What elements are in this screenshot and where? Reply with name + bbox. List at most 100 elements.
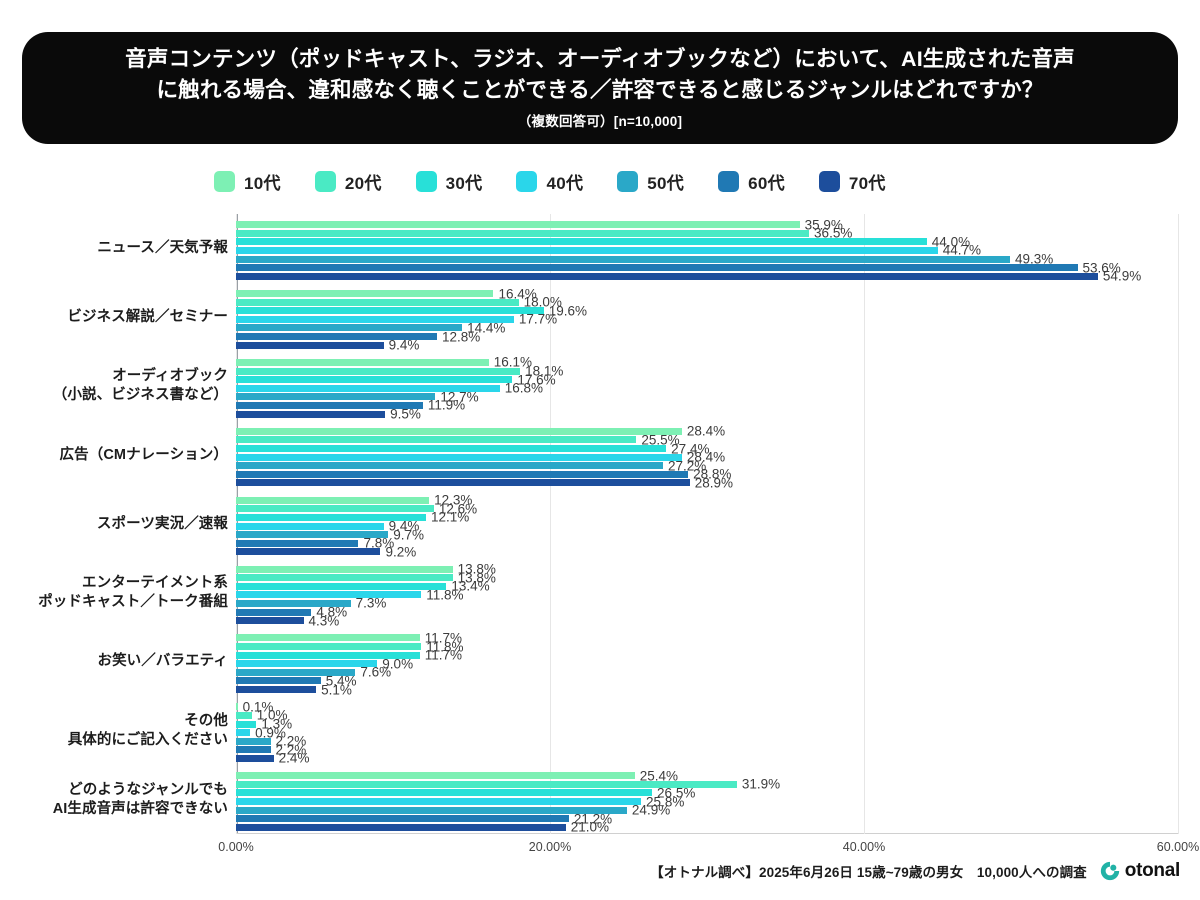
bar-row: 11.7% xyxy=(236,630,1178,645)
legend-label: 40代 xyxy=(546,173,584,193)
bar-row: 21.0% xyxy=(236,820,1178,835)
bar-10代[interactable] xyxy=(236,565,453,573)
bar-50代[interactable] xyxy=(236,324,463,332)
bar-50代[interactable] xyxy=(236,531,389,539)
category-label-line: オーディオブック xyxy=(112,368,228,385)
bar-60代[interactable] xyxy=(236,746,271,754)
bar-20代[interactable] xyxy=(236,711,252,719)
bar-60代[interactable] xyxy=(236,264,1078,272)
bar-row: 17.7% xyxy=(236,312,1178,327)
otonal-circle-logo-icon xyxy=(1099,860,1121,882)
legend-item-70代[interactable]: 70代 xyxy=(818,169,886,194)
bar-50代[interactable] xyxy=(236,393,436,401)
category-label-line: 広告（CMナレーション） xyxy=(59,446,228,463)
footer-note: 【オトナル調べ】2025年6月26日 15歳~79歳の男女 10,000人への調… xyxy=(650,865,1087,880)
bar-20代[interactable] xyxy=(236,298,519,306)
bar-value-label: 17.7% xyxy=(518,311,558,327)
bar-20代[interactable] xyxy=(236,436,637,444)
bar-row: 2.4% xyxy=(236,751,1178,766)
legend-item-30代[interactable]: 30代 xyxy=(415,169,483,194)
legend-swatch-40代 xyxy=(516,170,538,192)
x-axis-tick-label: 40.00% xyxy=(842,840,886,854)
bar-value-label: 53.6% xyxy=(1082,260,1121,276)
bar-10代[interactable] xyxy=(236,703,238,711)
bar-40代[interactable] xyxy=(236,660,378,668)
legend-item-40代[interactable]: 40代 xyxy=(516,169,583,194)
bar-row: 25.5% xyxy=(236,432,1178,447)
bar-row: 27.4% xyxy=(236,441,1178,456)
bar-50代[interactable] xyxy=(236,737,271,745)
bar-row: 1.3% xyxy=(236,717,1178,732)
bar-70代[interactable] xyxy=(236,754,274,762)
bar-10代[interactable] xyxy=(236,772,635,780)
bar-value-label: 14.4% xyxy=(467,320,506,336)
bar-30代[interactable] xyxy=(236,307,544,315)
bar-40代[interactable] xyxy=(236,315,514,323)
bar-40代[interactable] xyxy=(236,246,938,254)
bar-30代[interactable] xyxy=(236,238,927,246)
footer: 【オトナル調べ】2025年6月26日 15歳~79歳の男女 10,000人への調… xyxy=(0,858,1200,884)
legend-swatch-70代 xyxy=(818,170,840,192)
bar-50代[interactable] xyxy=(236,462,664,470)
bar-70代[interactable] xyxy=(236,548,381,556)
bar-60代[interactable] xyxy=(236,539,359,547)
bar-20代[interactable] xyxy=(236,574,453,582)
bar-10代[interactable] xyxy=(236,358,489,366)
bar-30代[interactable] xyxy=(236,789,653,797)
bar-30代[interactable] xyxy=(236,651,420,659)
bar-60代[interactable] xyxy=(236,677,321,685)
bar-row: 25.4% xyxy=(236,768,1178,783)
bar-40代[interactable] xyxy=(236,591,422,599)
bar-40代[interactable] xyxy=(236,453,682,461)
bar-20代[interactable] xyxy=(236,505,434,513)
bar-value-label: 7.6% xyxy=(360,664,392,680)
bar-30代[interactable] xyxy=(236,513,426,521)
bar-70代[interactable] xyxy=(236,272,1098,280)
bar-40代[interactable] xyxy=(236,729,251,737)
bar-row: 14.4% xyxy=(236,320,1178,335)
bar-70代[interactable] xyxy=(236,617,304,625)
bar-20代[interactable] xyxy=(236,643,422,651)
bar-60代[interactable] xyxy=(236,815,569,823)
bar-70代[interactable] xyxy=(236,823,566,831)
bar-60代[interactable] xyxy=(236,333,437,341)
legend-item-60代[interactable]: 60代 xyxy=(718,169,785,194)
bar-10代[interactable] xyxy=(236,427,682,435)
bar-20代[interactable] xyxy=(236,367,521,375)
bar-50代[interactable] xyxy=(236,668,356,676)
bar-60代[interactable] xyxy=(236,401,423,409)
bar-70代[interactable] xyxy=(236,479,690,487)
bar-30代[interactable] xyxy=(236,582,447,590)
bar-10代[interactable] xyxy=(236,634,420,642)
bar-30代[interactable] xyxy=(236,445,667,452)
bar-50代[interactable] xyxy=(236,599,351,607)
bar-10代[interactable] xyxy=(236,221,800,229)
bar-20代[interactable] xyxy=(236,780,737,788)
bar-30代[interactable] xyxy=(236,720,257,728)
bar-30代[interactable] xyxy=(236,376,513,384)
bar-60代[interactable] xyxy=(236,608,312,616)
legend-swatch-10代 xyxy=(214,170,235,192)
bar-value-label: 16.4% xyxy=(498,286,537,302)
legend-label: 50代 xyxy=(647,173,685,193)
legend-item-20代[interactable]: 20代 xyxy=(314,169,382,194)
bar-40代[interactable] xyxy=(236,798,642,806)
bar-50代[interactable] xyxy=(236,255,1010,263)
bar-50代[interactable] xyxy=(236,806,627,814)
bar-70代[interactable] xyxy=(236,410,386,418)
bar-40代[interactable] xyxy=(236,384,500,392)
category-label: その他 具体的にご記入ください xyxy=(2,712,228,750)
title-subtitle: （複数回答可）[n=10,000] xyxy=(517,114,683,130)
bar-10代[interactable] xyxy=(236,290,494,298)
bar-20代[interactable] xyxy=(236,229,810,237)
bar-value-label: 18.0% xyxy=(523,294,562,310)
bar-70代[interactable] xyxy=(236,341,384,349)
bar-10代[interactable] xyxy=(236,496,430,504)
bar-60代[interactable] xyxy=(236,470,689,478)
category-label-line: その他 xyxy=(184,712,228,729)
bar-row: 9.5% xyxy=(236,407,1178,422)
bar-70代[interactable] xyxy=(236,686,317,694)
legend-item-10代[interactable]: 10代 xyxy=(214,169,281,194)
bar-40代[interactable] xyxy=(236,522,384,530)
legend-item-50代[interactable]: 50代 xyxy=(617,169,684,194)
